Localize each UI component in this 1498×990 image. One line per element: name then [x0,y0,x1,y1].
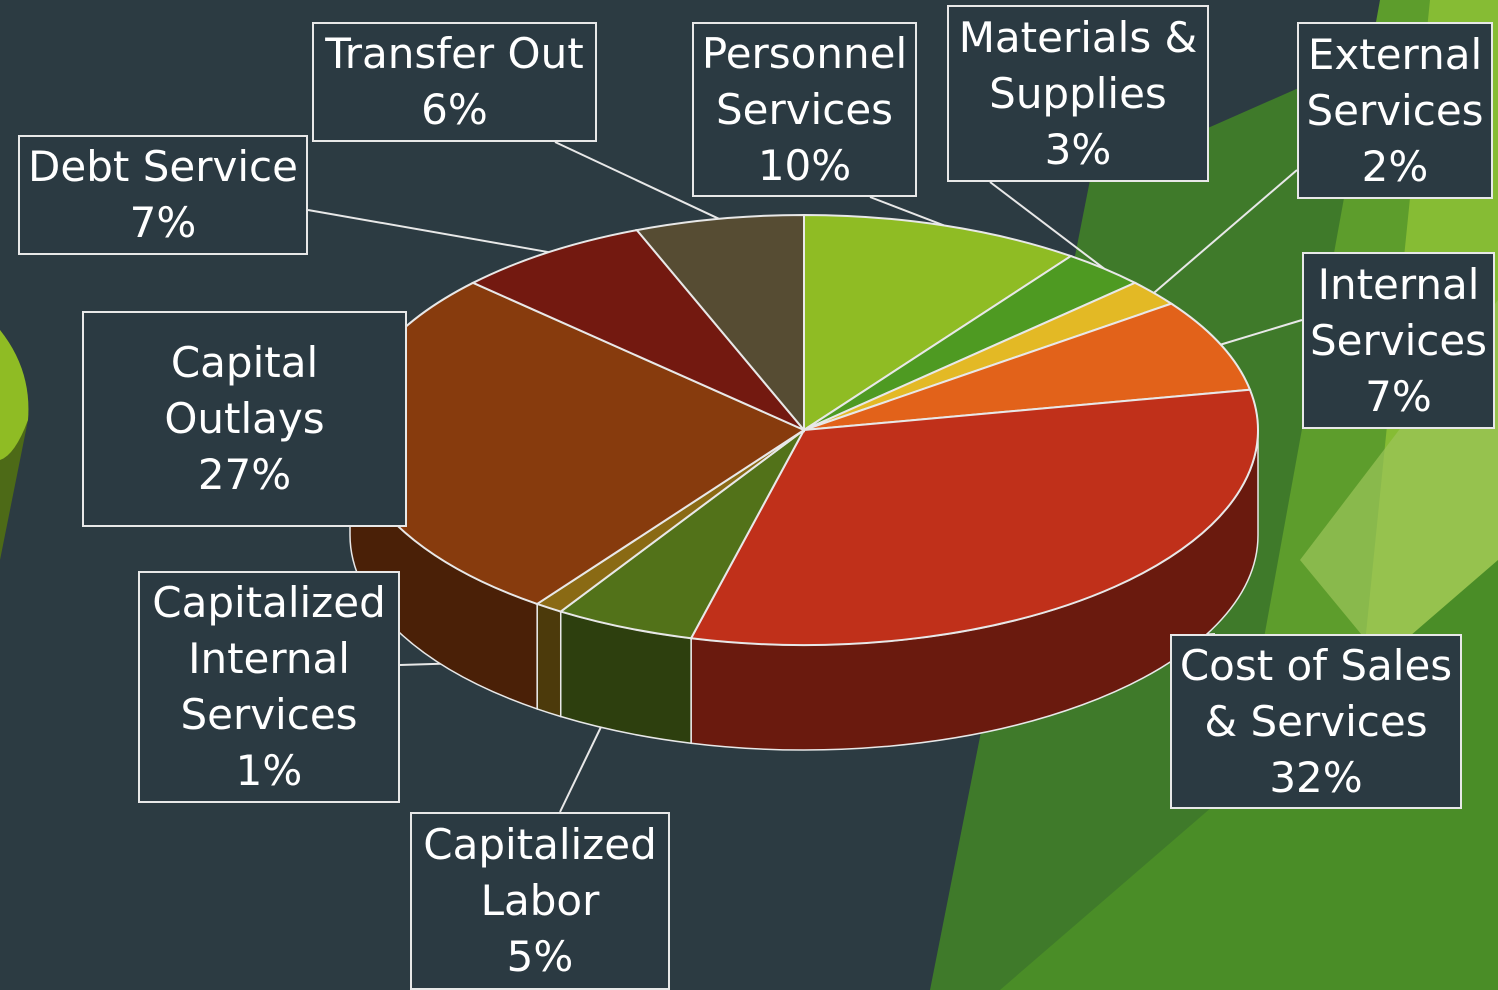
leader-line [1153,169,1298,294]
leader-line [1220,319,1303,346]
category-name: Personnel Services [701,28,908,134]
leader-line [554,141,720,220]
percent-label: 7% [1365,371,1432,421]
percent-label: 7% [129,198,197,247]
data-label: External Services 2% [1297,22,1493,199]
leader-line [307,209,549,254]
percent-label: 1% [235,746,303,795]
data-label: Capital Outlays 27% [82,311,407,527]
category-name: Debt Service [28,142,298,191]
percent-label: 6% [421,85,488,134]
data-label: Transfer Out 6% [312,22,597,142]
slice [558,429,805,640]
partial-pie [0,330,29,460]
category-name: Internal Services [1309,259,1488,365]
category-name: Cost of Sales & Services [1179,640,1453,746]
data-label: Cost of Sales & Services 32% [1170,634,1462,809]
data-label: Personnel Services 10% [692,22,917,197]
category-name: Capitalized Labor [423,820,657,925]
slice [635,213,805,433]
slice [803,213,1074,432]
leader-line [989,181,1105,270]
leader-line [869,196,945,227]
category-name: Capital Outlays [164,338,325,443]
slice [803,302,1252,431]
slice [470,229,805,431]
slice-side [536,602,562,718]
data-label: Debt Service 7% [18,135,308,255]
data-label: Capitalized Internal Services 1% [138,571,400,803]
percent-label: 32% [1269,752,1363,802]
percent-label: 10% [757,140,852,190]
category-name: Materials & Supplies [958,12,1198,118]
category-name: Transfer Out [325,29,584,78]
category-name: Capitalized Internal Services [152,578,386,739]
percent-label: 27% [197,450,292,499]
percent-label: 2% [1361,141,1429,191]
slice [689,388,1259,646]
data-label: Materials & Supplies 3% [947,5,1209,182]
percent-label: 5% [506,932,574,981]
category-name: External Services [1306,29,1484,135]
data-label: Capitalized Labor 5% [410,812,670,990]
percent-label: 3% [1044,124,1112,174]
data-label: Internal Services 7% [1302,252,1495,429]
